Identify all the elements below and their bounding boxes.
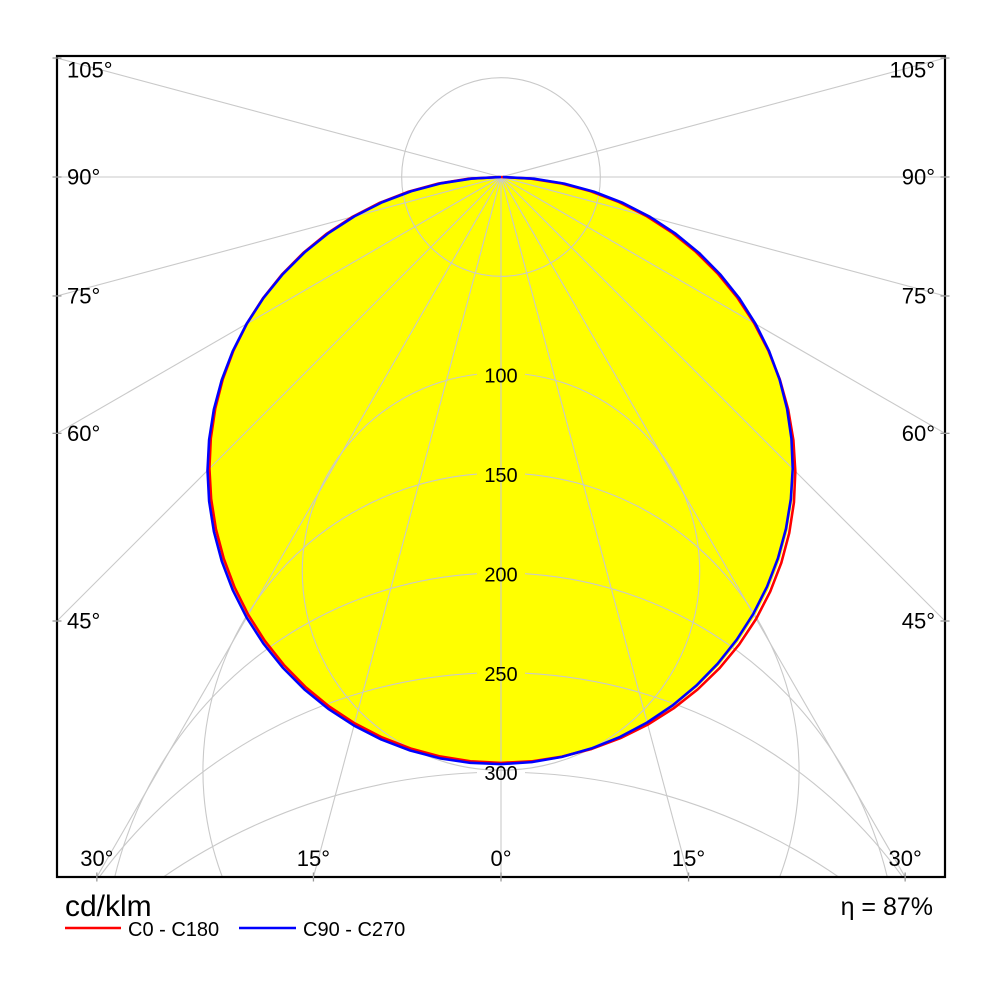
svg-text:300: 300 xyxy=(484,763,517,785)
svg-text:60°: 60° xyxy=(902,421,935,446)
svg-text:90°: 90° xyxy=(67,165,100,190)
svg-text:C0 - C180: C0 - C180 xyxy=(128,919,219,941)
svg-text:30°: 30° xyxy=(889,846,922,871)
svg-text:100: 100 xyxy=(484,366,517,388)
svg-text:75°: 75° xyxy=(902,283,935,308)
svg-text:105°: 105° xyxy=(67,58,113,83)
svg-text:150: 150 xyxy=(484,465,517,487)
svg-text:200: 200 xyxy=(484,564,517,586)
svg-text:30°: 30° xyxy=(80,846,113,871)
svg-text:45°: 45° xyxy=(902,609,935,634)
svg-text:60°: 60° xyxy=(67,421,100,446)
svg-text:250: 250 xyxy=(484,664,517,686)
svg-text:η = 87%: η = 87% xyxy=(841,893,933,921)
svg-text:15°: 15° xyxy=(672,846,705,871)
svg-text:C90 - C270: C90 - C270 xyxy=(303,919,405,941)
svg-text:0°: 0° xyxy=(490,846,511,871)
svg-text:105°: 105° xyxy=(889,58,935,83)
svg-text:75°: 75° xyxy=(67,283,100,308)
svg-text:45°: 45° xyxy=(67,609,100,634)
svg-text:15°: 15° xyxy=(297,846,330,871)
svg-text:90°: 90° xyxy=(902,165,935,190)
